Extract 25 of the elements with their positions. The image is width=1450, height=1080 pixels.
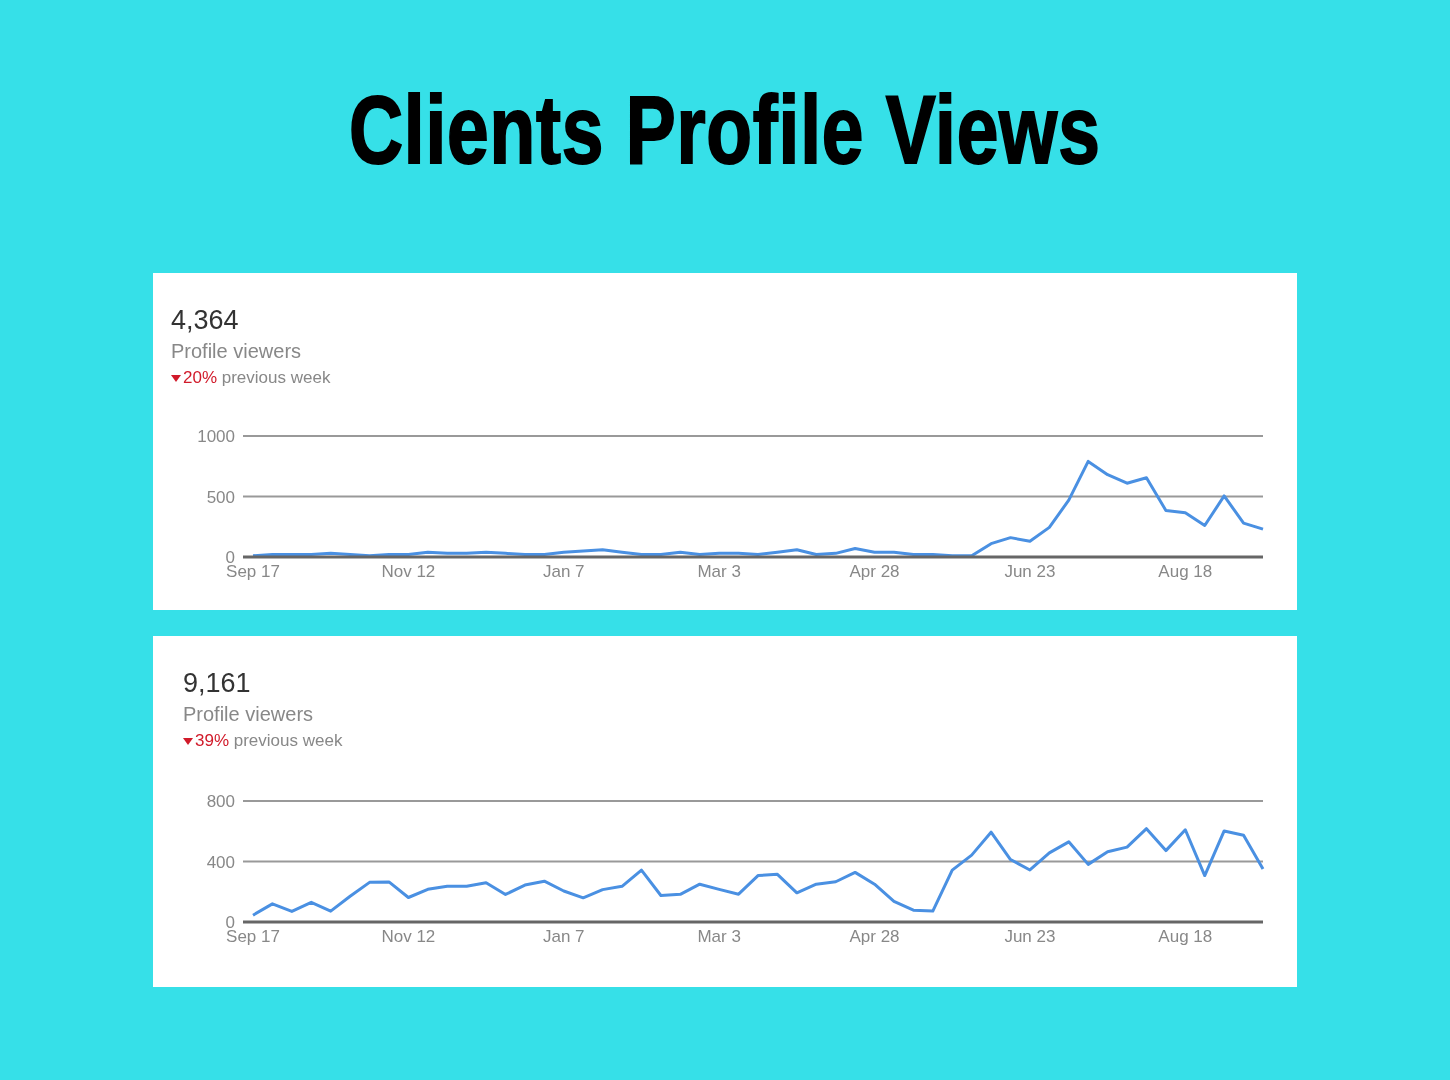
x-tick-label: Nov 12 bbox=[381, 562, 436, 582]
x-tick-label: Mar 3 bbox=[697, 562, 741, 582]
text: 39% previous week bbox=[195, 730, 343, 752]
x-tick-label: Jun 23 bbox=[1004, 927, 1056, 947]
text: Clients Profile Views bbox=[349, 75, 1101, 185]
y-tick-label: 1000 bbox=[197, 427, 235, 447]
chart-title: 4,364 bbox=[171, 304, 240, 337]
y-tick-label: 500 bbox=[206, 487, 235, 507]
chart-subtitle: Profile viewers bbox=[183, 702, 315, 727]
y-tick-label: 400 bbox=[206, 852, 235, 872]
text: 20% previous week bbox=[183, 367, 331, 389]
chart-title: 9,161 bbox=[183, 667, 252, 700]
line-series bbox=[251, 827, 1265, 917]
x-tick-label: Jun 23 bbox=[1004, 562, 1056, 582]
x-tick-label: Apr 28 bbox=[849, 562, 900, 582]
x-tick-label: Jan 7 bbox=[542, 562, 585, 582]
chart-subtitle: Profile viewers bbox=[171, 339, 303, 364]
x-tick-label: Aug 18 bbox=[1158, 927, 1213, 947]
line-series bbox=[251, 459, 1265, 557]
x-tick-label: Jan 7 bbox=[542, 927, 585, 947]
y-tick-label: 800 bbox=[206, 792, 235, 812]
x-tick-label: Nov 12 bbox=[381, 927, 436, 947]
x-tick-label: Aug 18 bbox=[1158, 562, 1213, 582]
x-tick-label: Mar 3 bbox=[697, 927, 741, 947]
x-tick-label: Apr 28 bbox=[849, 927, 900, 947]
